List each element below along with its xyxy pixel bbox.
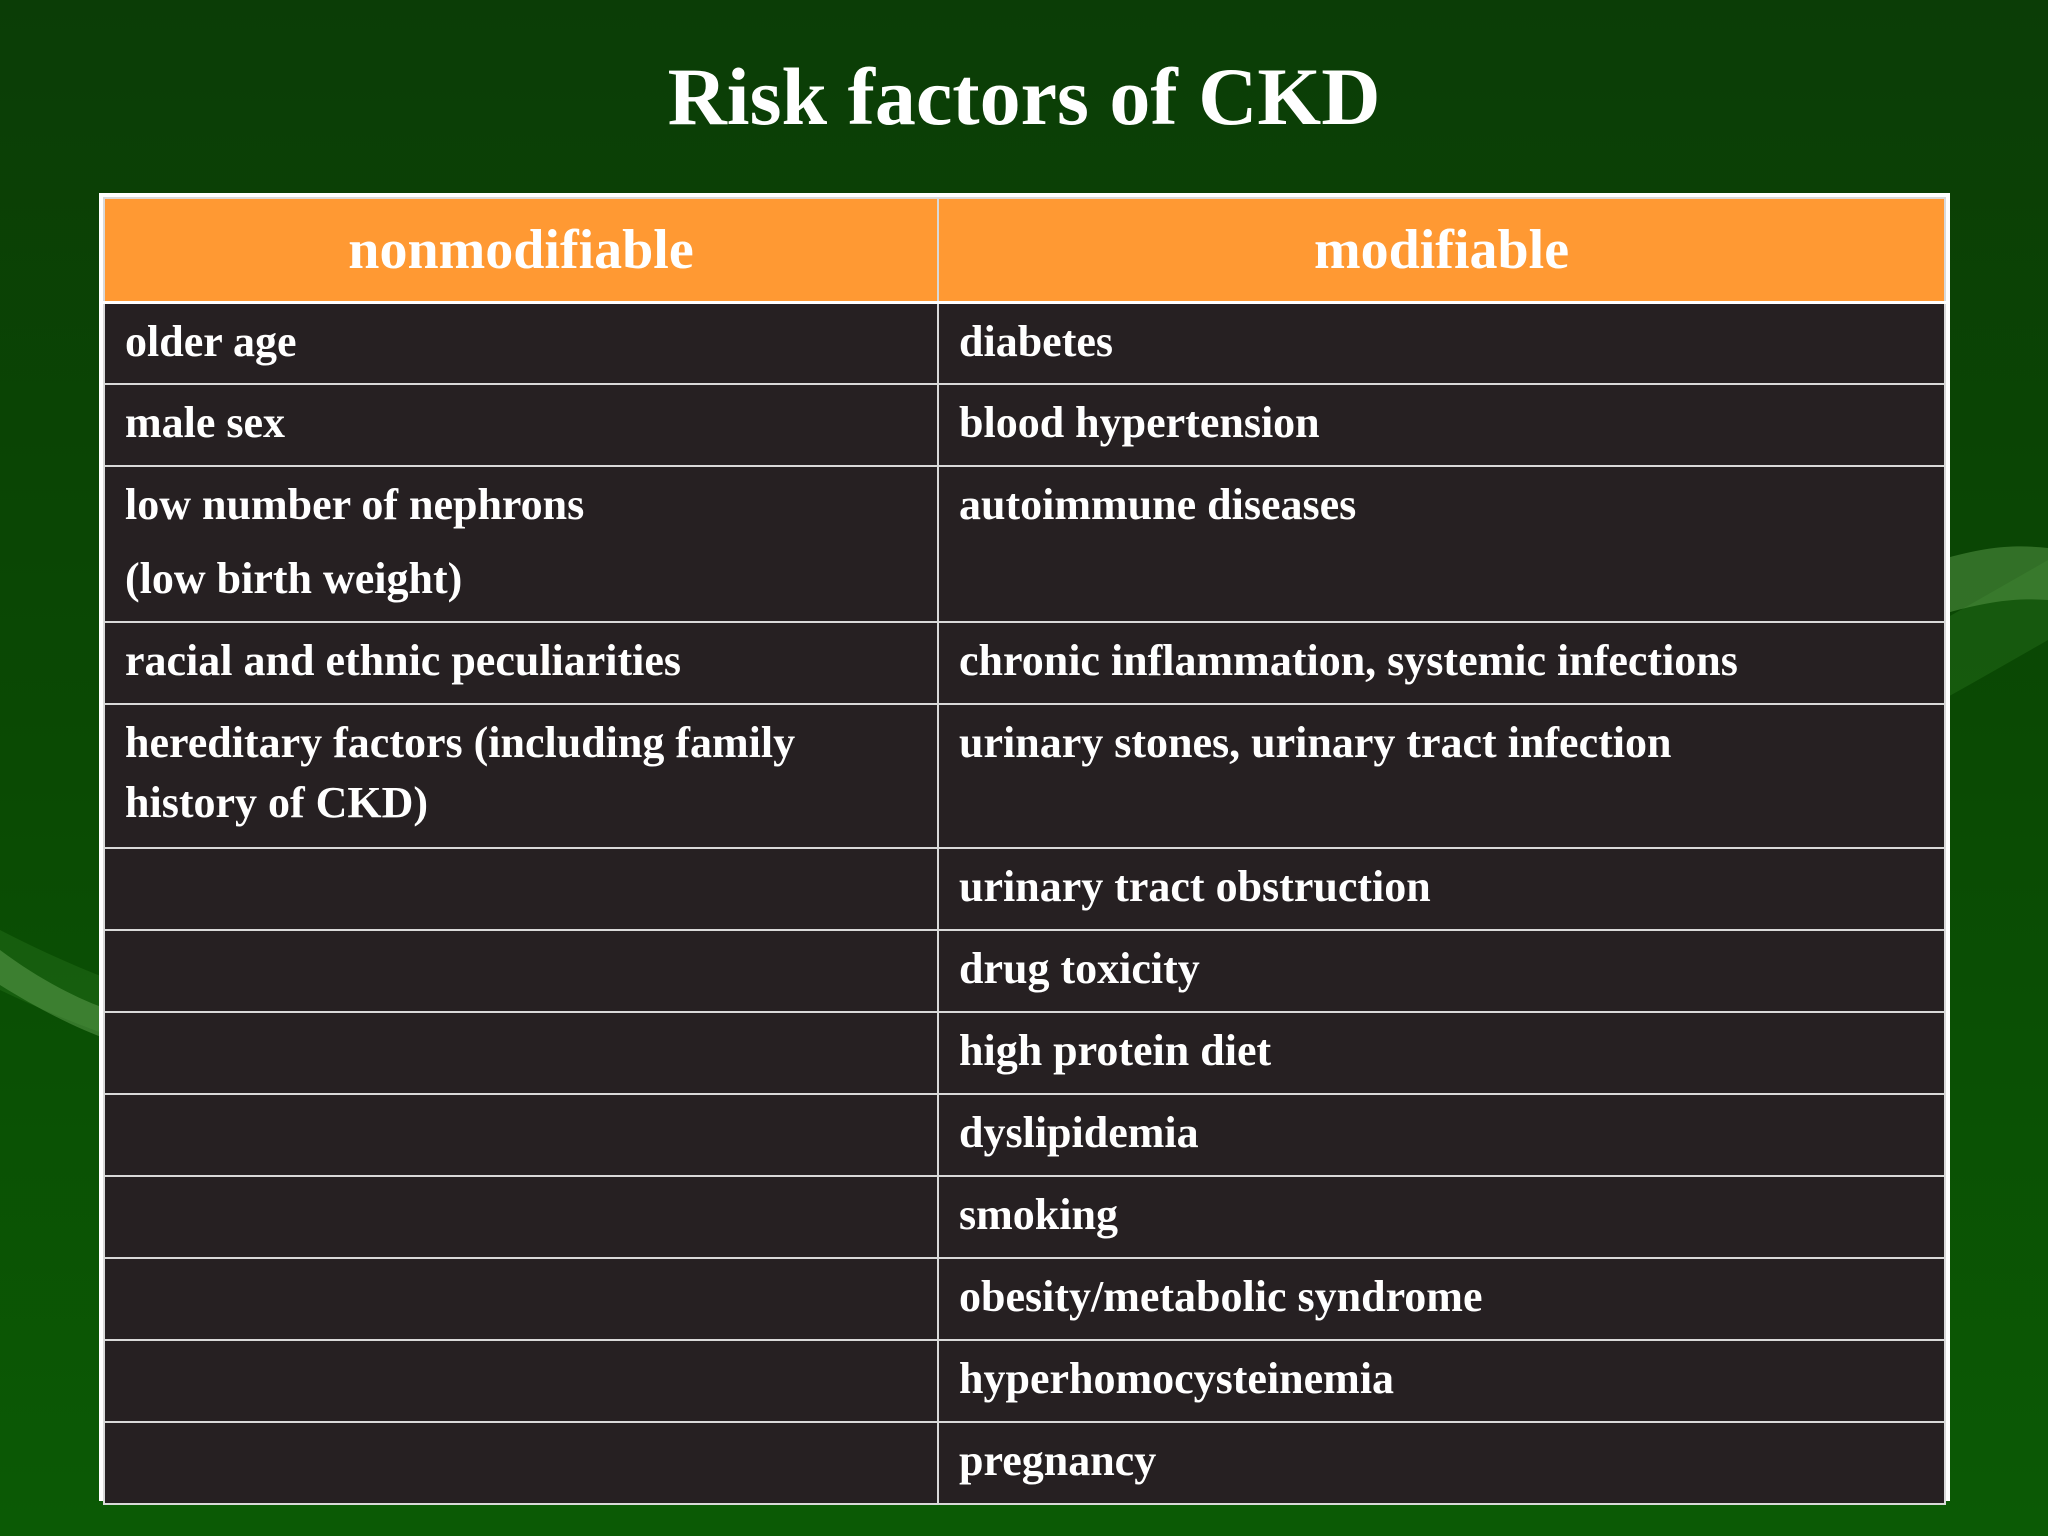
modifiable-cell: high protein diet (937, 1011, 1946, 1095)
modifiable-cell: hyperhomocysteinemia (937, 1339, 1946, 1423)
table-row: urinary tract obstruction (103, 847, 1946, 931)
cell-line: (low birth weight) (125, 554, 463, 603)
table-row: male sex blood hypertension (103, 383, 1946, 467)
cell-line: low number of nephrons (125, 480, 585, 529)
nonmodifiable-cell (103, 847, 939, 931)
nonmodifiable-cell (103, 929, 939, 1013)
table-row: hyperhomocysteinemia (103, 1339, 1946, 1423)
table-row: drug toxicity (103, 929, 1946, 1013)
nonmodifiable-cell: hereditary factors (including family his… (103, 703, 939, 849)
nonmodifiable-cell: male sex (103, 383, 939, 467)
modifiable-cell: smoking (937, 1175, 1946, 1259)
risk-table: nonmodifiable modifiable older age diabe… (103, 197, 1946, 1505)
header-row: nonmodifiable modifiable (103, 197, 1946, 304)
nonmodifiable-cell (103, 1175, 939, 1259)
nonmodifiable-cell (103, 1093, 939, 1177)
nonmodifiable-cell: older age (103, 301, 939, 385)
nonmodifiable-cell (103, 1257, 939, 1341)
modifiable-cell: urinary stones, urinary tract infection (937, 703, 1946, 849)
header-nonmodifiable: nonmodifiable (103, 197, 939, 304)
nonmodifiable-cell (103, 1011, 939, 1095)
risk-factors-table: nonmodifiable modifiable older age diabe… (99, 193, 1950, 1505)
slide-title: Risk factors of CKD (667, 51, 1381, 142)
modifiable-cell: autoimmune diseases (937, 465, 1946, 623)
table-row: dyslipidemia (103, 1093, 1946, 1177)
modifiable-cell: chronic inflammation, systemic infection… (937, 621, 1946, 705)
modifiable-cell: blood hypertension (937, 383, 1946, 467)
header-modifiable: modifiable (937, 197, 1946, 304)
table-row: hereditary factors (including family his… (103, 703, 1946, 849)
modifiable-cell: diabetes (937, 301, 1946, 385)
modifiable-cell: drug toxicity (937, 929, 1946, 1013)
table-row: obesity/metabolic syndrome (103, 1257, 1946, 1341)
table-row: low number of nephrons (low birth weight… (103, 465, 1946, 623)
modifiable-cell: dyslipidemia (937, 1093, 1946, 1177)
modifiable-cell: pregnancy (937, 1421, 1946, 1505)
modifiable-cell: urinary tract obstruction (937, 847, 1946, 931)
modifiable-cell: obesity/metabolic syndrome (937, 1257, 1946, 1341)
table-row: pregnancy (103, 1421, 1946, 1505)
nonmodifiable-cell: racial and ethnic peculiarities (103, 621, 939, 705)
nonmodifiable-cell (103, 1339, 939, 1423)
table-row: smoking (103, 1175, 1946, 1259)
table-row: older age diabetes (103, 301, 1946, 385)
nonmodifiable-cell: low number of nephrons (low birth weight… (103, 465, 939, 623)
nonmodifiable-cell (103, 1421, 939, 1505)
table-row: high protein diet (103, 1011, 1946, 1095)
table-row: racial and ethnic peculiarities chronic … (103, 621, 1946, 705)
